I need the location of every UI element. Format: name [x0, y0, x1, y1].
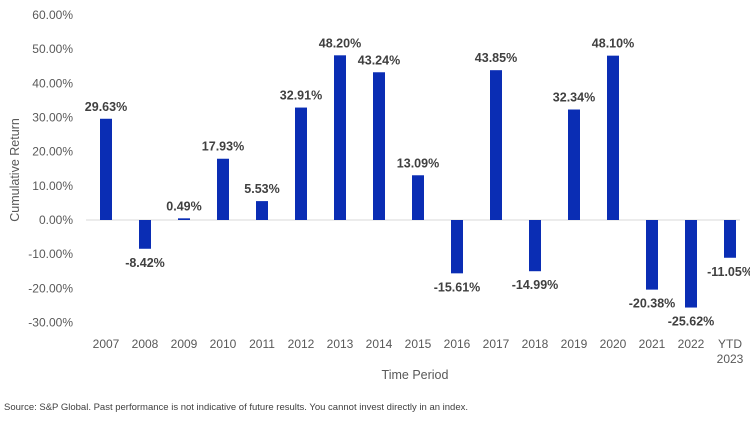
- x-tick-label: 2022: [678, 337, 705, 351]
- data-label: 32.34%: [553, 91, 595, 105]
- data-label: 0.49%: [166, 199, 201, 213]
- y-tick-label: 50.00%: [32, 42, 73, 56]
- x-tick-label: 2011: [249, 337, 275, 351]
- bar-2016: [451, 220, 463, 274]
- y-tick-label: 60.00%: [32, 8, 73, 22]
- data-label: -25.62%: [668, 315, 715, 329]
- x-tick-label: 2010: [210, 337, 237, 351]
- y-tick-label: 20.00%: [32, 145, 73, 159]
- x-tick-label: 2017: [483, 337, 510, 351]
- data-label: -20.38%: [629, 297, 676, 311]
- bar-2021: [646, 220, 658, 290]
- bar-2015: [412, 175, 424, 220]
- y-tick-label: -20.00%: [28, 281, 73, 295]
- bar-2022: [685, 220, 697, 308]
- bar-2014: [373, 72, 385, 220]
- data-label: -15.61%: [434, 280, 481, 294]
- x-tick-label: 2014: [366, 337, 393, 351]
- bar-2020: [607, 55, 619, 221]
- x-tick-label: 2020: [600, 337, 627, 351]
- y-tick-label: 0.00%: [39, 213, 73, 227]
- data-label: 13.09%: [397, 156, 439, 170]
- data-label: -11.05%: [707, 265, 750, 279]
- y-tick-label: -10.00%: [28, 247, 73, 261]
- bar-chart: 60.00% 50.00% 40.00% 30.00% 20.00% 10.00% 0.00…: [8, 8, 750, 382]
- y-tick-label: 30.00%: [32, 111, 73, 125]
- x-tick-label: 2016: [444, 337, 471, 351]
- y-axis-ticks: 60.00% 50.00% 40.00% 30.00% 20.00% 10.00% 0.00…: [28, 8, 73, 330]
- x-tick-label: 2019: [561, 337, 588, 351]
- x-tick-label: 2018: [522, 337, 549, 351]
- x-tick-label: 2009: [171, 337, 198, 351]
- y-axis-title: Cumulative Return: [8, 118, 22, 222]
- data-label: 48.20%: [319, 36, 361, 50]
- bar-2008: [139, 220, 151, 249]
- data-labels: 29.63% -8.42% 0.49% 17.93% 5.53% 32.91% 48.20%…: [85, 36, 750, 328]
- x-axis-title: Time Period: [382, 368, 449, 382]
- data-label: -14.99%: [512, 278, 559, 292]
- x-tick-label: 2008: [132, 337, 159, 351]
- x-tick-label: 2012: [288, 337, 315, 351]
- x-tick-label: 2013: [327, 337, 354, 351]
- bar-2011: [256, 201, 268, 220]
- data-label: 5.53%: [244, 182, 279, 196]
- x-tick-label: YTD 2023: [717, 337, 744, 366]
- x-tick-label: 2021: [639, 337, 666, 351]
- data-label: 32.91%: [280, 89, 322, 103]
- bar-2010: [217, 158, 229, 220]
- data-label: 43.85%: [475, 51, 517, 65]
- x-tick-label: 2015: [405, 337, 432, 351]
- y-tick-label: 40.00%: [32, 76, 73, 90]
- y-tick-label: -30.00%: [28, 316, 73, 330]
- bar-2012: [295, 107, 307, 220]
- source-note: Source: S&P Global. Past performance is …: [4, 402, 468, 413]
- data-label: 17.93%: [202, 140, 244, 154]
- bar-2009: [178, 218, 190, 220]
- y-tick-label: 10.00%: [32, 179, 73, 193]
- x-axis-ticks: 2007 2008 2009 2010 2011 2012 2013 2014 2015 2016…: [93, 337, 744, 366]
- bar-2018: [529, 220, 541, 272]
- bar-2019: [568, 109, 580, 220]
- bar-ytd-2023: [724, 220, 736, 258]
- bar-2007: [100, 118, 112, 220]
- data-label: 43.24%: [358, 53, 400, 67]
- bar-2017: [490, 70, 502, 220]
- bar-2013: [334, 55, 346, 220]
- data-label: 29.63%: [85, 100, 127, 114]
- bars: [100, 55, 736, 308]
- x-tick-label: 2007: [93, 337, 120, 351]
- data-label: 48.10%: [592, 37, 634, 51]
- data-label: -8.42%: [125, 256, 165, 270]
